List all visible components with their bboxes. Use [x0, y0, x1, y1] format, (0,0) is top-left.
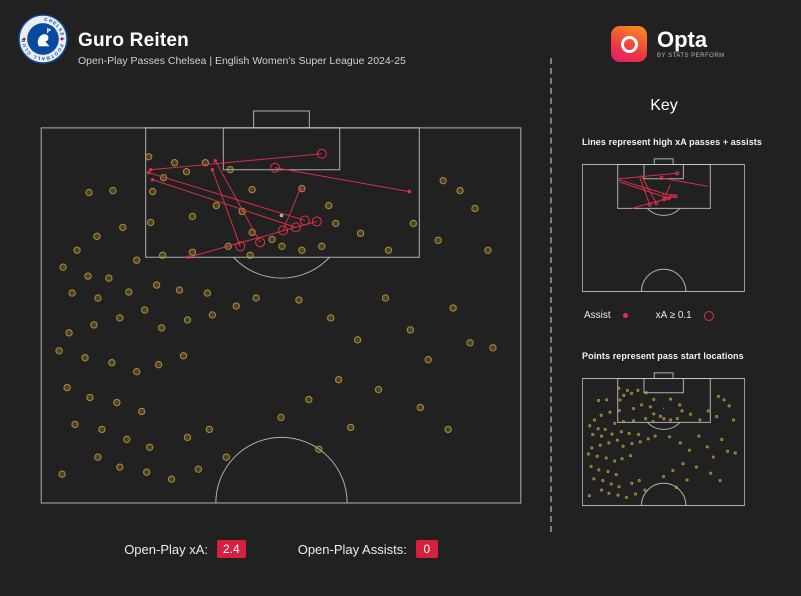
- key-lines-caption: Lines represent high xA passes + assists: [582, 137, 762, 147]
- open-play-xa-value: 2.4: [217, 540, 246, 558]
- chart-subtitle: Open-Play Passes Chelsea | English Women…: [78, 55, 406, 67]
- assist-label: Assist: [584, 310, 611, 321]
- opta-logo-icon: [611, 26, 647, 62]
- stats-bar: Open-Play xA: 2.4 Open-Play Assists: 0: [40, 540, 522, 558]
- opta-brand: Opta BY STATS PERFORM: [611, 26, 725, 62]
- key-points-pitch: [582, 372, 745, 506]
- opta-wordmark: Opta: [657, 27, 708, 52]
- open-play-xa-stat: Open-Play xA: 2.4: [124, 540, 246, 558]
- main-pass-map-pitch: [40, 109, 522, 504]
- key-legend: Assist xA ≥ 0.1: [584, 310, 714, 321]
- key-points-caption: Points represent pass start locations: [582, 351, 744, 361]
- opta-ring-icon: [621, 36, 638, 53]
- assist-dot-icon: [622, 313, 628, 318]
- open-play-assists-stat: Open-Play Assists: 0: [298, 540, 438, 558]
- opta-byline: BY STATS PERFORM: [657, 53, 725, 59]
- xa-threshold-label: xA ≥ 0.1: [655, 310, 692, 321]
- key-lines-pitch: [582, 158, 745, 292]
- xa-circle-icon: [703, 310, 714, 321]
- open-play-xa-label: Open-Play xA:: [124, 541, 209, 557]
- key-title: Key: [650, 97, 678, 114]
- open-play-assists-value: 0: [415, 540, 438, 558]
- opta-wordmark-group: Opta BY STATS PERFORM: [657, 27, 725, 60]
- open-play-assists-label: Open-Play Assists:: [297, 541, 407, 557]
- player-name: Guro Reiten: [78, 30, 189, 51]
- key-separator: [550, 58, 552, 532]
- chelsea-club-badge: CHELSEA FOOTBALL CLUB: [18, 14, 68, 64]
